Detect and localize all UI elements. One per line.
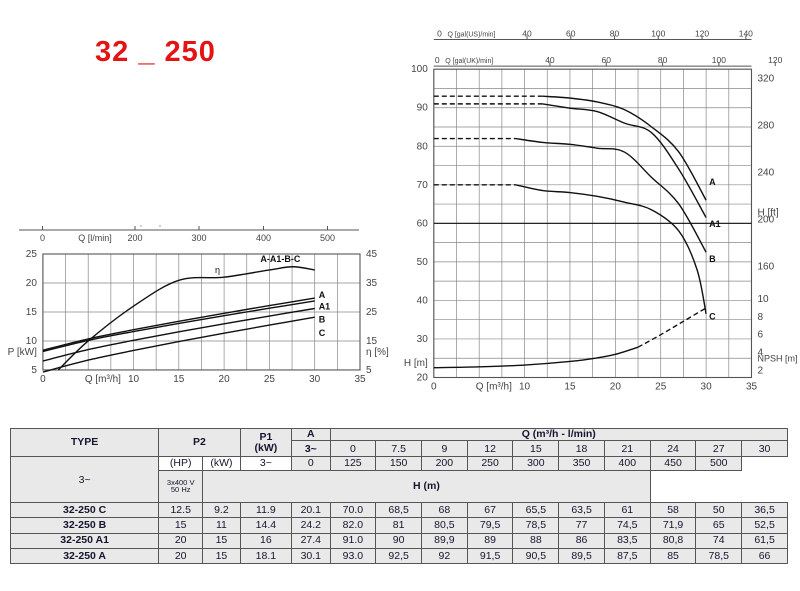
svg-text:10: 10: [26, 336, 38, 347]
svg-text:H [ft]: H [ft]: [758, 208, 779, 219]
svg-text:A-A1-B-C: A-A1-B-C: [260, 254, 300, 264]
svg-text:120: 120: [695, 29, 709, 39]
svg-text:20: 20: [610, 382, 622, 393]
svg-text:η: η: [215, 265, 220, 275]
svg-text:C: C: [709, 312, 716, 322]
svg-text:Q [gal(US)/min]: Q [gal(US)/min]: [448, 32, 496, 39]
svg-text:20: 20: [26, 278, 38, 289]
svg-text:Q [m³/h]: Q [m³/h]: [85, 374, 121, 385]
svg-text:NPSH [m]: NPSH [m]: [758, 353, 798, 363]
svg-text:500: 500: [320, 233, 335, 243]
svg-text:15: 15: [173, 374, 185, 385]
svg-text:Q [l/min]: Q [l/min]: [78, 233, 112, 243]
svg-text:A1: A1: [319, 301, 331, 311]
svg-text:20: 20: [219, 374, 231, 385]
svg-text:15: 15: [564, 382, 576, 393]
svg-text:80: 80: [610, 29, 620, 39]
svg-text:300: 300: [191, 233, 206, 243]
svg-text:A: A: [709, 177, 716, 187]
svg-text:25: 25: [26, 249, 38, 260]
svg-text:240: 240: [758, 168, 775, 179]
svg-text:B: B: [319, 315, 326, 325]
svg-text:320: 320: [758, 74, 775, 85]
svg-text:5: 5: [31, 365, 37, 376]
svg-text:0: 0: [40, 374, 46, 385]
svg-text:200: 200: [127, 233, 142, 243]
svg-text:A1: A1: [709, 219, 721, 229]
svg-text:25: 25: [655, 382, 667, 393]
svg-text:10: 10: [128, 374, 140, 385]
svg-text:40: 40: [545, 55, 555, 65]
svg-text:35: 35: [354, 374, 366, 385]
svg-text:400: 400: [256, 233, 271, 243]
svg-text:35: 35: [366, 278, 378, 289]
svg-text:60: 60: [417, 218, 429, 229]
svg-text:15: 15: [366, 336, 378, 347]
svg-text:60: 60: [566, 29, 576, 39]
svg-text:2: 2: [758, 365, 764, 376]
svg-text:H [m]: H [m]: [404, 358, 428, 369]
svg-text:0: 0: [431, 382, 437, 393]
svg-text:120: 120: [768, 55, 782, 65]
svg-text:90: 90: [417, 103, 429, 114]
svg-text:10: 10: [758, 294, 770, 305]
svg-text:Q [gal(UK)/min]: Q [gal(UK)/min]: [445, 58, 493, 65]
svg-text:80: 80: [417, 141, 429, 152]
svg-text:30: 30: [417, 334, 429, 345]
svg-text:100: 100: [712, 55, 726, 65]
svg-text:A: A: [319, 290, 326, 300]
svg-text:70: 70: [417, 180, 429, 191]
svg-text:Q [m³/h]: Q [m³/h]: [476, 382, 512, 393]
svg-text:40: 40: [522, 29, 532, 39]
svg-text:30: 30: [701, 382, 713, 393]
svg-text:50: 50: [417, 257, 429, 268]
svg-text:10: 10: [519, 382, 531, 393]
svg-text:30: 30: [309, 374, 321, 385]
svg-text:80: 80: [658, 55, 668, 65]
svg-text:160: 160: [758, 262, 775, 273]
svg-text:35: 35: [746, 382, 758, 393]
svg-text:20: 20: [417, 373, 429, 384]
svg-text:100: 100: [411, 64, 428, 75]
svg-text:C: C: [319, 328, 326, 338]
svg-text:6: 6: [758, 330, 764, 341]
svg-text:45: 45: [366, 249, 378, 260]
svg-text:60: 60: [602, 55, 612, 65]
svg-text:η [%]: η [%]: [366, 347, 389, 358]
svg-text:0: 0: [437, 29, 442, 39]
svg-text:0: 0: [435, 55, 440, 65]
svg-text:25: 25: [366, 307, 378, 318]
svg-text:25: 25: [264, 374, 276, 385]
svg-text:40: 40: [417, 295, 429, 306]
svg-text:100: 100: [651, 29, 665, 39]
svg-text:0: 0: [40, 233, 45, 243]
svg-text:5: 5: [366, 365, 372, 376]
svg-text:280: 280: [758, 121, 775, 132]
svg-text:B: B: [709, 254, 716, 264]
svg-text:15: 15: [26, 307, 38, 318]
svg-text:8: 8: [758, 312, 764, 323]
svg-text:P [kW]: P [kW]: [8, 347, 37, 358]
svg-text:140: 140: [739, 29, 753, 39]
